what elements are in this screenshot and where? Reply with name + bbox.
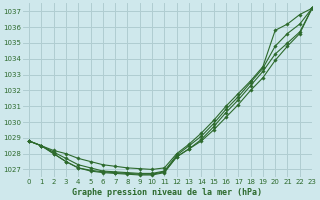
X-axis label: Graphe pression niveau de la mer (hPa): Graphe pression niveau de la mer (hPa) bbox=[72, 188, 262, 197]
